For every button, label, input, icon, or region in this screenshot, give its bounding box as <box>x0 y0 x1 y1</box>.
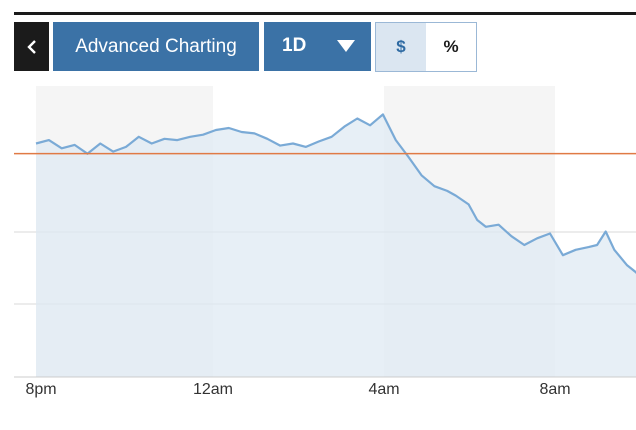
chart-toolbar: Advanced Charting 1D $ % <box>0 0 636 80</box>
percent-toggle[interactable]: % <box>426 23 476 71</box>
series-line <box>35 113 636 275</box>
range-dropdown[interactable]: 1D <box>264 22 371 71</box>
advanced-charting-button[interactable]: Advanced Charting <box>53 22 259 71</box>
top-divider <box>14 12 636 15</box>
x-tick-label: 12am <box>192 381 234 398</box>
chevron-left-icon <box>26 39 36 54</box>
series-area <box>36 114 636 377</box>
triangle-down-icon <box>337 40 355 52</box>
x-tick-label: 8pm <box>25 381 57 398</box>
advanced-charting-label: Advanced Charting <box>75 35 237 57</box>
dollar-toggle[interactable]: $ <box>376 23 426 71</box>
back-button[interactable] <box>14 22 49 71</box>
x-tick-label: 8am <box>539 381 571 398</box>
currency-toggle: $ % <box>375 22 477 72</box>
x-tick-label: 4am <box>368 381 400 398</box>
range-label: 1D <box>282 35 307 56</box>
